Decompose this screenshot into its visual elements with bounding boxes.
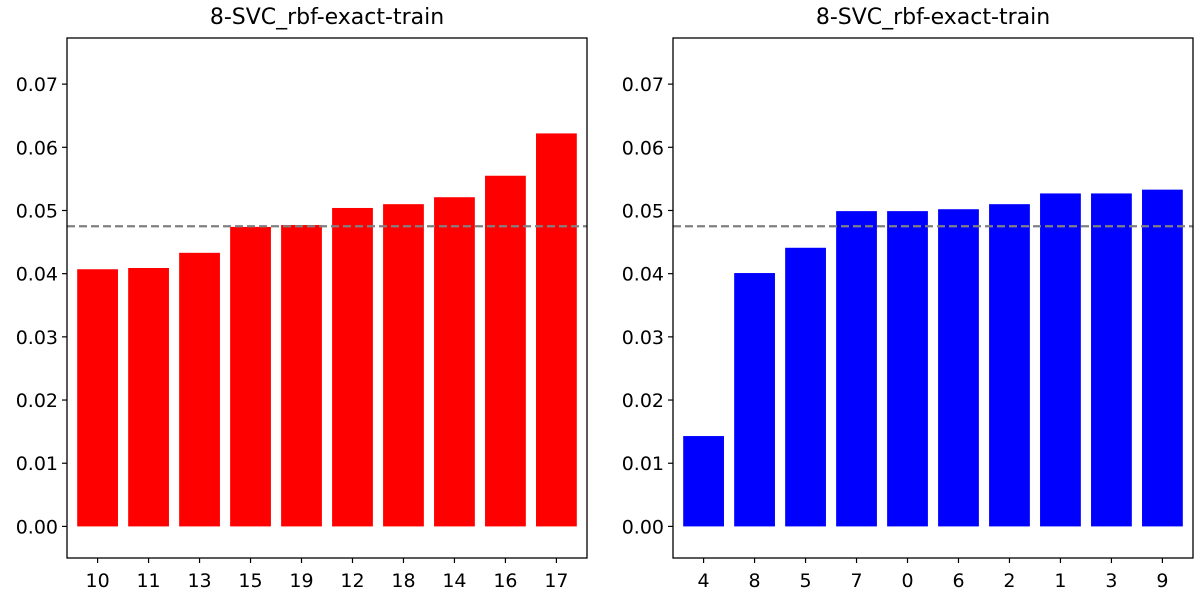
y-tick-label: 0.02 [622,390,664,412]
y-tick-label: 0.02 [16,390,58,412]
x-tick-label: 5 [800,570,812,592]
chart-title: 8-SVC_rbf-exact-train [816,5,1050,30]
x-tick-label: 18 [391,570,415,592]
bar-10 [77,269,118,527]
y-tick-label: 0.01 [622,453,664,475]
bar-16 [485,175,526,527]
x-tick-label: 13 [187,570,211,592]
y-tick-label: 0.07 [16,74,58,96]
y-tick-label: 0.01 [16,453,58,475]
bar-1 [1040,193,1081,527]
y-tick-label: 0.00 [622,516,664,538]
bar-17 [536,133,577,527]
bar-5 [785,247,826,527]
x-tick-label: 2 [1003,570,1015,592]
x-tick-label: 8 [749,570,761,592]
y-tick-label: 0.06 [622,137,664,159]
y-tick-label: 0.00 [16,516,58,538]
x-tick-label: 19 [289,570,313,592]
x-tick-label: 16 [493,570,517,592]
bar-8 [734,273,775,527]
x-tick-label: 7 [850,570,862,592]
bar-9 [1142,189,1183,527]
bar-2 [989,204,1030,527]
bar-19 [281,225,322,527]
x-tick-label: 14 [442,570,466,592]
x-tick-label: 10 [85,570,109,592]
y-tick-label: 0.07 [622,74,664,96]
bar-3 [1091,193,1132,527]
bar-4 [683,436,724,527]
x-tick-label: 0 [901,570,913,592]
y-tick-label: 0.06 [16,137,58,159]
y-tick-label: 0.03 [16,327,58,349]
x-tick-label: 1 [1054,570,1066,592]
bar-15 [230,226,271,527]
x-tick-label: 17 [544,570,568,592]
bar-12 [332,207,373,527]
y-tick-label: 0.04 [622,264,664,286]
x-tick-label: 12 [340,570,364,592]
bar-14 [434,197,475,527]
axes-frame [672,37,1194,559]
axes-frame [66,37,588,559]
chart-panel-1: 8-SVC_rbf-exact-train 0.00 0.01 0.02 0.03 0.0… [16,5,588,592]
bar-18 [383,204,424,527]
x-tick-label: 6 [952,570,964,592]
x-tick-label: 11 [136,570,160,592]
bar-7 [836,211,877,527]
bar-11 [128,267,169,527]
y-tick-label: 0.04 [16,264,58,286]
x-tick-label: 4 [698,570,710,592]
bar-13 [179,252,220,527]
x-tick-label: 15 [238,570,262,592]
y-tick-label: 0.05 [16,200,58,222]
x-tick-label: 3 [1105,570,1117,592]
bar-0 [887,211,928,527]
x-tick-label: 9 [1156,570,1168,592]
chart-title: 8-SVC_rbf-exact-train [210,5,444,30]
y-tick-label: 0.03 [622,327,664,349]
y-tick-label: 0.05 [622,200,664,222]
bar-6 [938,209,979,527]
chart-panel-2: 8-SVC_rbf-exact-train 0.00 0.01 0.02 0.03 0.0… [622,5,1194,592]
